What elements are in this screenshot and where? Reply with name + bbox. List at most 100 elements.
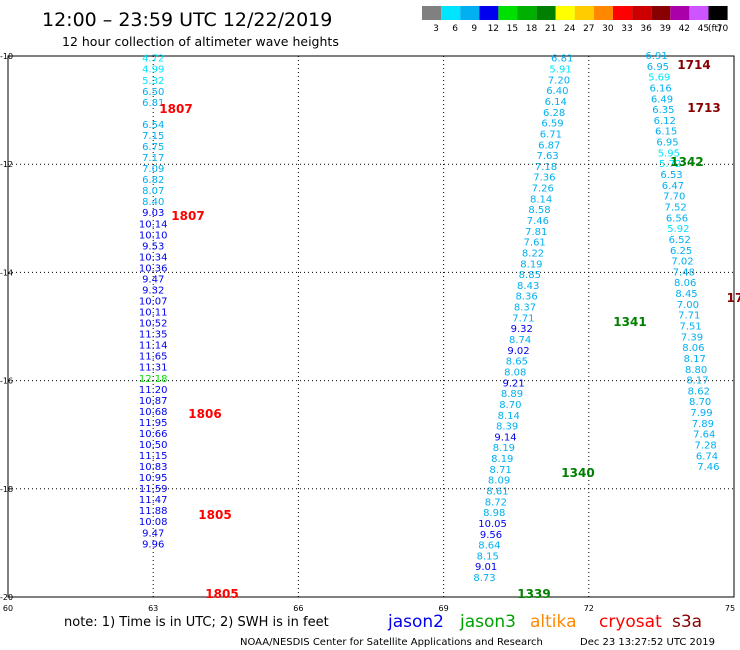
map-subtitle: 12 hour collection of altimeter wave hei… <box>62 34 339 49</box>
wave-height-label: 11.88 <box>139 506 168 517</box>
wave-height-label: 6.35 <box>652 105 674 116</box>
pass-time-label: 1806 <box>188 407 221 421</box>
colorbar-swatch <box>613 6 633 20</box>
wave-height-label: 8.06 <box>674 278 696 289</box>
wave-height-label: 8.64 <box>478 541 500 552</box>
wave-height-label: 5.69 <box>648 73 670 84</box>
wave-height-label: 8.70 <box>499 400 521 411</box>
wave-height-label: 9.53 <box>142 241 164 252</box>
wave-height-label: 5.95 <box>658 148 680 159</box>
wave-height-label: 8.19 <box>493 443 515 454</box>
wave-height-label: 8.37 <box>514 303 536 314</box>
wave-height-label: 5.32 <box>142 76 164 87</box>
wave-height-label: 10.07 <box>139 297 168 308</box>
wave-height-label: 5.91 <box>549 65 571 76</box>
wave-height-label: 10.50 <box>139 440 168 451</box>
wave-height-label: 9.03 <box>142 208 164 219</box>
wave-height-label: 6.91 <box>645 51 667 62</box>
wave-height-label: 6.53 <box>660 170 682 181</box>
wave-height-colorbar: 3 6 9 12 15 18 21 24 27 30 33 36 39 42 45 70 <box>422 6 728 34</box>
latitude-label: -14 <box>0 268 13 277</box>
colorbar-tick-label: 70 <box>717 24 729 34</box>
wave-height-label: 6.87 <box>538 140 560 151</box>
wave-height-label: 12.18 <box>139 374 168 385</box>
wave-height-label: 7.81 <box>525 227 547 238</box>
wave-height-label: 4.99 <box>142 65 164 76</box>
colorbar-tick-label: 39 <box>659 24 671 34</box>
satellite-legend-jason2: jason2 <box>387 612 444 632</box>
longitude-label: 60 <box>3 604 13 613</box>
wave-height-label: 6.71 <box>540 129 562 140</box>
colorbar-swatch <box>574 6 594 20</box>
satellite-legend-cryosat: cryosat <box>599 612 662 632</box>
pass-time-labels: 1807 1807 1806 1805 1805 1714 1713 1342 1341 1340… <box>159 58 740 601</box>
colorbar-tick-label: 6 <box>452 24 458 34</box>
wave-height-label: 6.50 <box>142 87 164 98</box>
wave-height-label: 6.81 <box>551 54 573 65</box>
wave-height-label: 10.66 <box>139 429 168 440</box>
wave-height-label: 8.15 <box>477 551 499 562</box>
wave-height-label: 8.17 <box>684 354 706 365</box>
wave-height-label: 6.12 <box>654 116 676 127</box>
pass-time-label: 1807 <box>159 102 192 116</box>
wave-height-label: 5.92 <box>667 224 689 235</box>
colorbar-tick-label: 18 <box>526 24 538 34</box>
wave-height-label: 5.72 <box>659 159 681 170</box>
wave-height-label: 10.36 <box>139 263 168 274</box>
wave-height-label: 8.61 <box>486 487 508 498</box>
wave-height-label: 10.87 <box>139 396 168 407</box>
wave-height-label: 10.14 <box>139 219 168 230</box>
wave-height-label: 9.01 <box>475 562 497 573</box>
colorbar-tick-label: 21 <box>545 24 556 34</box>
wave-height-label: 10.52 <box>139 319 168 330</box>
latitude-label: -12 <box>0 160 13 169</box>
wave-height-label: 8.39 <box>496 422 518 433</box>
wave-height-label: 6.95 <box>656 138 678 149</box>
wave-height-label: 8.45 <box>675 289 697 300</box>
wave-height-label: 7.46 <box>697 462 719 473</box>
satellite-legend: jason2 jason3 altika cryosat s3a <box>387 612 702 632</box>
wave-height-label: 10.08 <box>139 517 168 528</box>
wave-height-label: 8.40 <box>142 197 164 208</box>
longitude-labels: 60 63 66 69 72 75 <box>3 604 735 613</box>
wave-height-label: 9.96 <box>142 539 164 550</box>
latitude-label: -20 <box>0 593 13 602</box>
wave-height-label: 9.56 <box>480 530 502 541</box>
colorbar-tick-label: 36 <box>640 24 652 34</box>
satellite-tracks: 4.724.995.326.506.816.547.156.757.177.09… <box>139 51 720 584</box>
latitude-label: -16 <box>0 377 13 386</box>
colorbar-tick-label: 12 <box>488 24 499 34</box>
wave-height-label: 7.52 <box>665 202 687 213</box>
colorbar-swatch <box>555 6 575 20</box>
wave-height-label: 7.00 <box>677 300 699 311</box>
colorbar-tick-label: 15 <box>507 24 518 34</box>
wave-height-label: 6.52 <box>669 235 691 246</box>
colorbar-swatch <box>460 6 480 20</box>
colorbar-tick-label: 30 <box>602 24 614 34</box>
colorbar-swatch <box>422 6 442 20</box>
satellite-legend-altika: altika <box>530 612 577 632</box>
wave-height-label: 8.19 <box>520 259 542 270</box>
wave-height-label: 11.15 <box>139 451 168 462</box>
pass-time-label: 1714 <box>677 58 710 72</box>
pass-time-label: 1713 <box>687 101 720 115</box>
satellite-legend-jason3: jason3 <box>459 612 516 632</box>
wave-height-label: 8.98 <box>483 508 505 519</box>
pass-time-label: 1807 <box>171 209 204 223</box>
wave-height-label: 8.08 <box>504 367 526 378</box>
wave-height-label: 7.61 <box>524 238 546 249</box>
wave-height-label: 7.18 <box>535 162 557 173</box>
wave-height-label: 7.99 <box>690 408 712 419</box>
graticule <box>8 55 734 597</box>
wave-height-label: 10.05 <box>478 519 507 530</box>
wave-height-label: 9.02 <box>507 346 529 357</box>
colorbar-swatch <box>536 6 556 20</box>
colorbar-tick-label: 42 <box>679 24 690 34</box>
wave-height-label: 8.09 <box>488 476 510 487</box>
satellite-legend-s3a: s3a <box>672 612 702 632</box>
wave-height-label: 11.35 <box>139 330 168 341</box>
pass-time-label: 1805 <box>198 508 231 522</box>
wave-height-label: 10.10 <box>139 230 168 241</box>
wave-height-label: 7.17 <box>142 153 164 164</box>
wave-height-label: 6.49 <box>651 94 673 105</box>
